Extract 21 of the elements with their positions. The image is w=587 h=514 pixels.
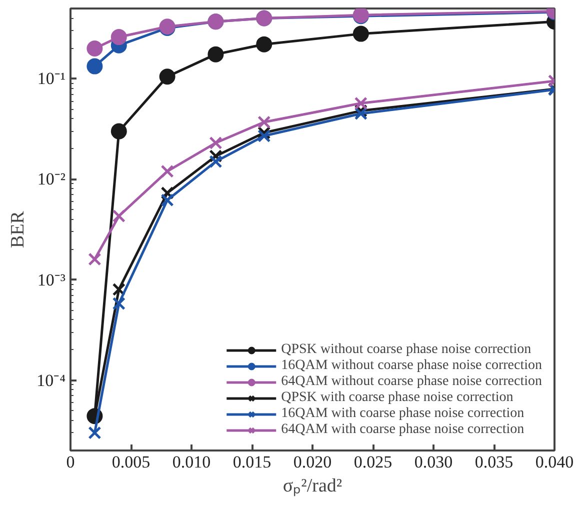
legend-label: 64QAM without coarse phase noise correction	[281, 374, 542, 390]
x-tick-label: 0.015	[232, 452, 272, 472]
legend-label: QPSK with coarse phase noise correction	[281, 390, 514, 406]
x-tick-label: 0.010	[172, 452, 211, 472]
x-tick-label: 0	[66, 452, 75, 472]
x-tick-label: 0.020	[293, 452, 332, 472]
x-axis-title: σₚ²/rad²	[282, 476, 342, 496]
x-tick-label: 0.025	[354, 452, 392, 472]
legend-label: 16QAM with coarse phase noise correction	[281, 406, 524, 422]
legend-label: QPSK without coarse phase noise correction	[281, 342, 532, 358]
x-tick-label: 0.005	[112, 452, 150, 472]
x-tick-label: 0.035	[474, 452, 514, 472]
legend-label: 64QAM with coarse phase noise correction	[281, 422, 524, 438]
x-tick-label: 0.030	[414, 452, 453, 472]
y-tick-label: 10⁻⁴	[36, 370, 66, 390]
x-tick-label: 0.040	[535, 452, 574, 472]
y-tick-label: 10⁻²	[37, 170, 66, 189]
y-tick-label: 10⁻³	[37, 270, 66, 290]
y-axis-title: BER	[8, 210, 29, 248]
y-tick-label: 10⁻¹	[37, 69, 66, 88]
legend-label: 16QAM without coarse phase noise correction	[281, 358, 542, 374]
